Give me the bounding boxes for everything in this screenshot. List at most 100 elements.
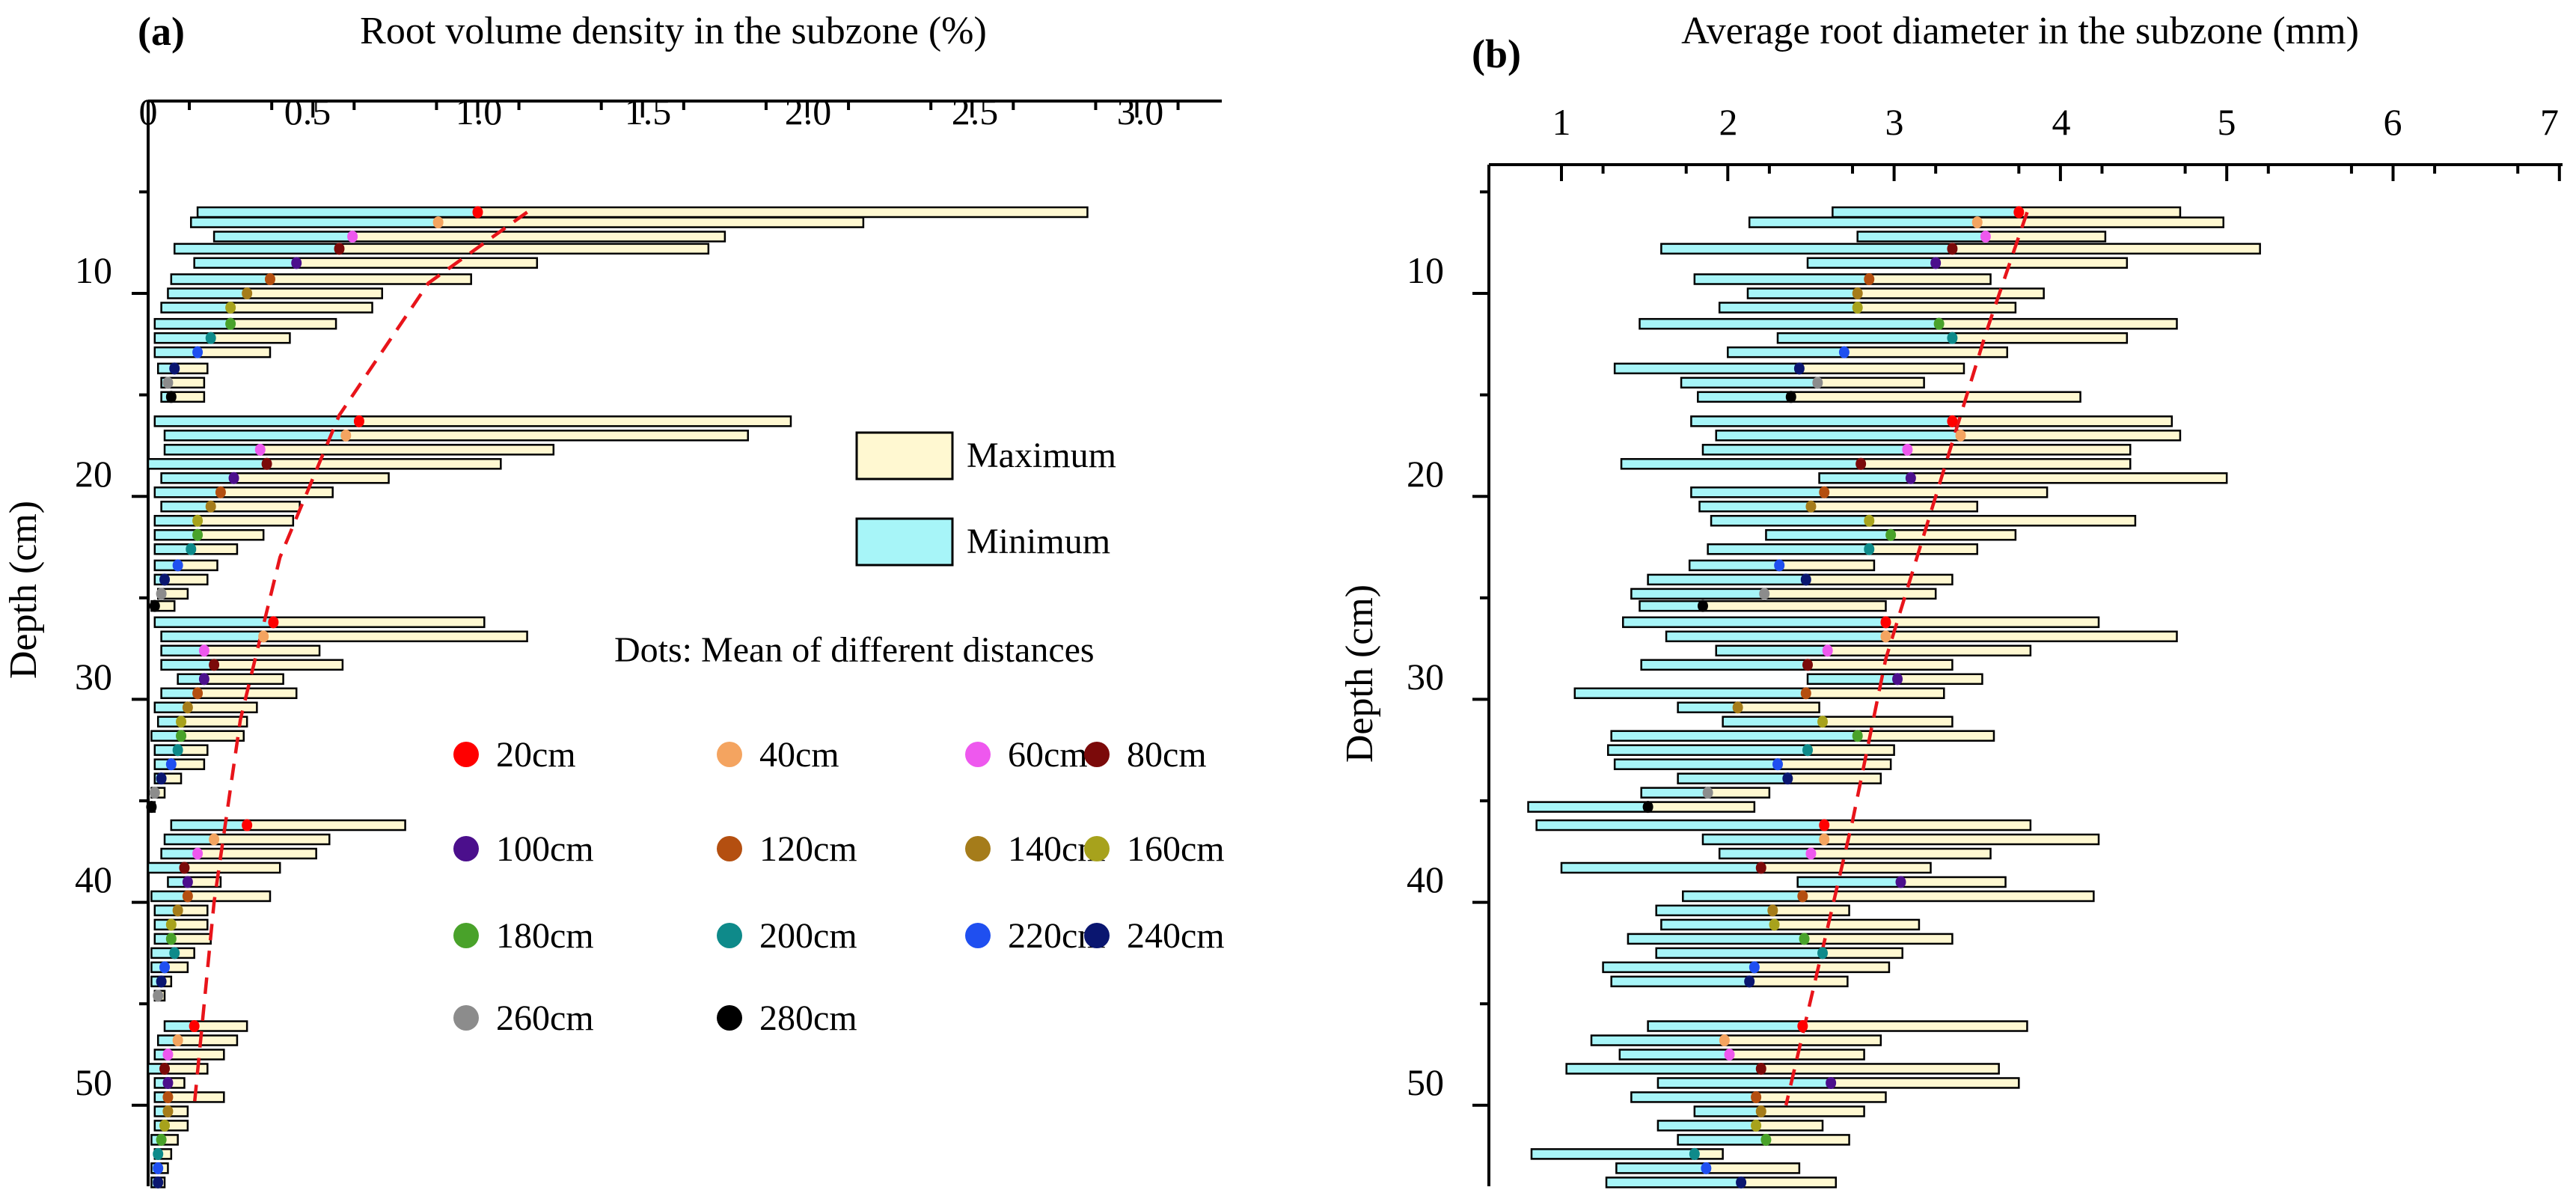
panel-a-mean-dot — [182, 890, 193, 903]
panel-b-max-bar — [1806, 744, 1895, 756]
panel-b-max-bar — [1821, 947, 1903, 959]
panel-a-max-bar — [338, 242, 710, 255]
panel-b-x-tick-labels: 1 2 3 4 5 6 7 — [1552, 101, 2560, 143]
panel-b-max-bar — [1760, 861, 1932, 874]
panel-a-max-bar — [209, 332, 291, 344]
legend-marker-280cm — [717, 1005, 742, 1031]
panel-b-min-bar — [1693, 273, 1870, 285]
legend-marker-220cm — [965, 923, 991, 948]
legend-marker-40cm — [717, 742, 742, 767]
panel-b-min-bar — [1688, 559, 1781, 572]
panel-b-max-bar — [1802, 890, 2095, 903]
panel-b-x-axis-title: Average root diameter in the subzone (mm… — [1681, 10, 2359, 52]
panel-a-min-bar — [190, 216, 439, 228]
panel-a-min-bar — [196, 206, 479, 219]
panel-a-min-bar — [153, 415, 361, 427]
panel-b-mean-dot — [1782, 772, 1793, 785]
panel-a-ticks — [132, 101, 1180, 1107]
panel-a-mean-dot — [264, 273, 275, 286]
panel-b-max-bar — [1805, 687, 1945, 700]
panel-b-y-tick-label: 20 — [1407, 453, 1444, 495]
panel-b-max-bar — [1859, 458, 2132, 470]
panel-b-max-bar — [1754, 1120, 1824, 1132]
panel-a-x-tick-label: 0.5 — [284, 91, 331, 132]
panel-b-mean-dot — [1826, 1076, 1837, 1089]
panel-b-mean-dot — [1852, 730, 1863, 742]
panel-b-mean-dot — [1905, 472, 1916, 484]
panel-b-mean-dot — [1697, 599, 1708, 612]
panel-a-bars — [147, 206, 1089, 1189]
panel-a-mean-dot — [215, 486, 226, 498]
panel-b-mean-dot — [1838, 346, 1850, 359]
panel-b-y-tick-label: 50 — [1407, 1061, 1444, 1103]
panel-b-y-tick-label: 40 — [1407, 858, 1444, 900]
panel-a-y-tick-labels: 10 20 30 40 50 — [75, 249, 112, 1103]
panel-b-mean-dot — [1955, 429, 1966, 442]
panel-a-mean-dot — [172, 1034, 183, 1047]
panel-a-max-bar — [437, 216, 865, 228]
panel-b-max-bar — [1951, 415, 2173, 427]
panel-b-max-bar — [1778, 559, 1876, 572]
panel-a-mean-dot — [205, 500, 216, 513]
panel-b-min-bar — [1647, 1020, 1804, 1032]
panel-b-min-bar — [1640, 659, 1809, 671]
panel-b-max-bar — [1805, 573, 1954, 586]
panel-b-mean-dot — [1819, 819, 1830, 832]
panel-a-mean-dot — [165, 933, 177, 945]
panel-a-min-bar — [170, 273, 272, 285]
panel-b-max-bar — [1760, 1105, 1865, 1117]
panel-a-max-bar — [196, 847, 317, 860]
panel-a-mean-dot — [162, 376, 174, 389]
panel-a-max-bar — [177, 559, 218, 572]
panel-b-x-tick-label: 1 — [1552, 101, 1571, 143]
panel-b-min-bar — [1622, 616, 1887, 629]
panel-a-mean-dot — [159, 961, 171, 974]
panel-a-x-axis-title: Root volume density in the subzone (%) — [360, 10, 987, 52]
panel-b-mean-dot — [1930, 257, 1942, 269]
panel-a-mean-dot — [258, 630, 269, 643]
panel-a-mean-dot — [153, 989, 164, 1002]
panel-b-min-bar — [1765, 528, 1892, 541]
legend-label-200cm: 200cm — [759, 916, 857, 956]
panel-a-max-bar — [245, 287, 384, 299]
panel-b-max-bar — [1906, 444, 2132, 456]
panel-a-max-bar — [351, 231, 726, 242]
panel-b-min-bar — [1630, 588, 1766, 600]
legend-label-80cm: 80cm — [1127, 735, 1207, 775]
panel-b-x-tick-label: 7 — [2540, 101, 2559, 143]
panel-b-mean-dot — [1755, 1105, 1766, 1117]
panel-b-min-bar — [1715, 644, 1829, 657]
panel-b-min-bar — [1535, 819, 1826, 832]
panel-a-min-bar — [160, 847, 199, 860]
panel-b-max-bar — [1934, 257, 2129, 269]
panel-b-min-bar — [1613, 758, 1779, 770]
panel-b-max-bar — [1802, 1020, 2028, 1032]
panel-b-mean-dot — [1880, 616, 1891, 629]
panel-b-mean-dot — [1774, 559, 1785, 572]
panel-b-mean-dot — [1855, 457, 1867, 470]
panel-a-mean-dot — [242, 819, 253, 832]
panel-a-mean-dot — [156, 975, 167, 988]
panel-a-max-bar — [196, 528, 265, 541]
panel-a-max-bar — [229, 317, 337, 330]
panel-a-mean-dot — [153, 1147, 164, 1160]
panel-a-mean-dot — [242, 287, 253, 299]
panel-a-mean-dot — [162, 1076, 174, 1089]
panel-a-mean-dot — [156, 588, 167, 600]
panel-b-min-bar — [1527, 801, 1649, 813]
panel-a-max-bar — [190, 543, 239, 555]
panel-b-mean-dot — [1800, 687, 1811, 700]
panel-a-mean-dot — [209, 833, 220, 846]
panel-b-mean-dot — [1799, 933, 1810, 945]
panel-b-max-bar — [1976, 216, 2225, 228]
panel-b-max-bar — [1868, 273, 1992, 285]
panel-b-mean-dot — [1793, 362, 1805, 375]
panel-a-max-bar — [272, 616, 486, 629]
panel-b-max-bar — [1748, 975, 1849, 988]
panel-b-dots — [1642, 206, 2025, 1189]
panel-a-min-bar — [160, 659, 215, 671]
legend-label-20cm: 20cm — [496, 735, 576, 775]
panel-b-y-axis-title: Depth (cm) — [1339, 585, 1381, 763]
panel-b-min-bar — [1680, 376, 1819, 389]
panel-a-max-bar — [245, 819, 406, 832]
